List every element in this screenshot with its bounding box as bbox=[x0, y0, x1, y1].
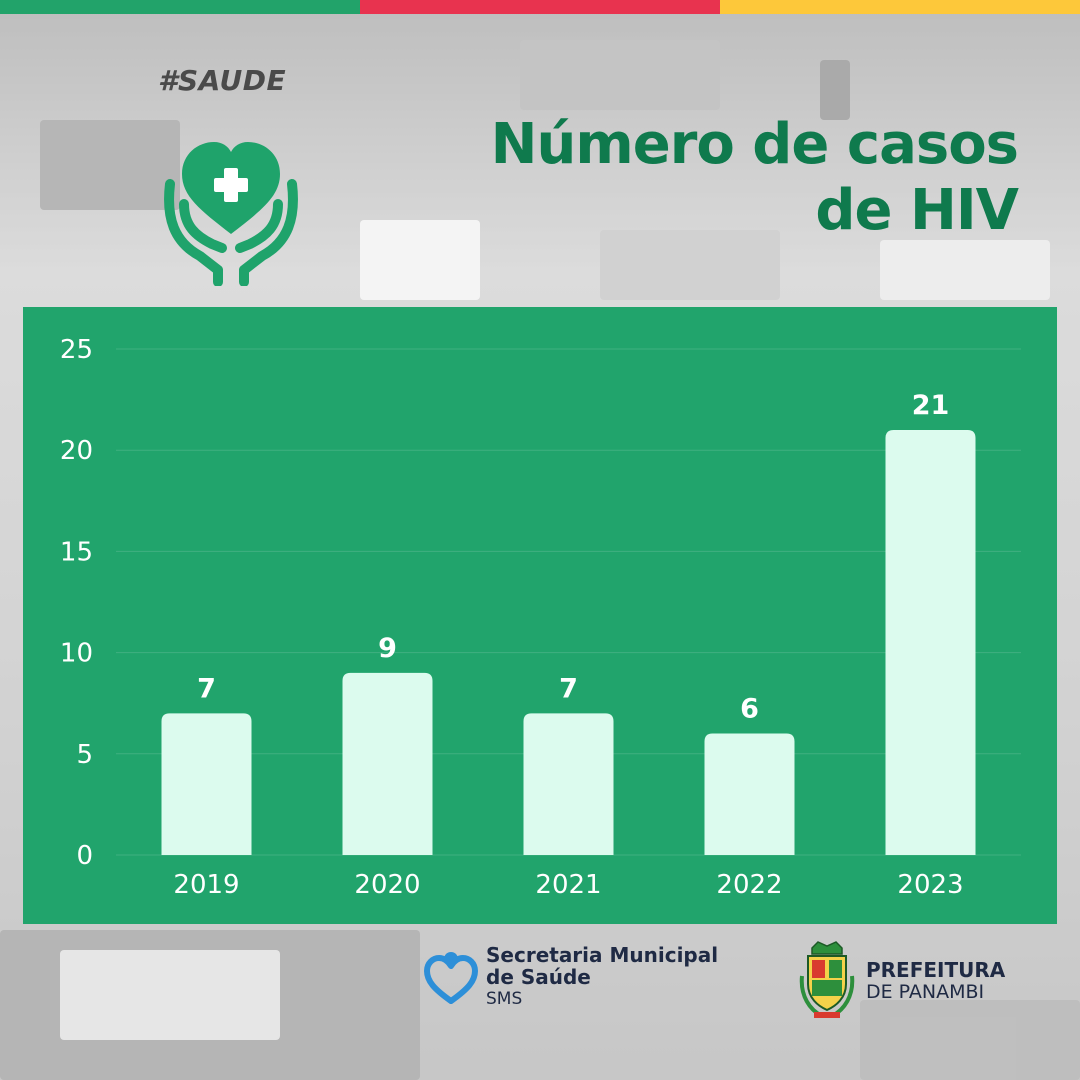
y-tick-label: 15 bbox=[60, 537, 93, 567]
x-tick-label: 2020 bbox=[354, 870, 420, 900]
x-tick-label: 2019 bbox=[173, 870, 239, 900]
y-tick-label: 20 bbox=[60, 436, 93, 466]
title-line-2: de HIV bbox=[815, 178, 1019, 243]
stripe-red bbox=[360, 0, 720, 14]
y-tick-label: 5 bbox=[76, 740, 93, 770]
page-title: Número de casos de HIV bbox=[490, 112, 1019, 244]
bar bbox=[704, 733, 795, 855]
bar bbox=[342, 672, 433, 855]
prefeitura-line1: PREFEITURA bbox=[866, 958, 1006, 982]
title-line-1: Número de casos bbox=[490, 112, 1019, 177]
sms-name-line2: de Saúde bbox=[486, 965, 591, 989]
bar-chart: 0 5 10 15 20 25 7 2019 9 2020 7 2021 6 2022 21 2023 bbox=[60, 335, 1021, 900]
y-tick-label: 25 bbox=[60, 335, 93, 365]
sms-logo: Secretaria Municipal de Saúde SMS bbox=[424, 944, 718, 1010]
y-tick-label: 10 bbox=[60, 639, 93, 669]
sms-name-line1: Secretaria Municipal bbox=[486, 943, 719, 967]
bar bbox=[161, 713, 252, 855]
bar bbox=[523, 713, 614, 855]
bar-value-label: 7 bbox=[197, 673, 216, 704]
top-color-stripe bbox=[0, 0, 1080, 14]
stripe-green bbox=[0, 0, 360, 14]
sms-acronym: SMS bbox=[486, 989, 523, 1009]
y-tick-label: 0 bbox=[76, 841, 93, 871]
x-tick-label: 2023 bbox=[897, 870, 963, 900]
x-tick-label: 2022 bbox=[716, 870, 782, 900]
bar-value-label: 6 bbox=[740, 694, 759, 725]
panambi-coat-of-arms-icon bbox=[799, 941, 855, 1018]
sms-heart-person-icon bbox=[424, 952, 478, 1004]
bar-value-label: 21 bbox=[912, 390, 950, 421]
hashtag: #SAUDE bbox=[158, 64, 287, 97]
bar-value-label: 7 bbox=[559, 673, 578, 704]
bar-value-label: 9 bbox=[378, 633, 397, 664]
chart-panel: 0 5 10 15 20 25 7 2019 9 2020 7 2021 6 2022 21 2023 bbox=[23, 307, 1057, 924]
x-tick-label: 2021 bbox=[535, 870, 601, 900]
prefeitura-line2: DE PANAMBI bbox=[866, 981, 985, 1003]
prefeitura-logo: PREFEITURA DE PANAMBI bbox=[798, 940, 1005, 1022]
bar bbox=[885, 429, 976, 855]
stripe-yellow bbox=[720, 0, 1080, 14]
heart-hands-icon bbox=[164, 142, 298, 286]
